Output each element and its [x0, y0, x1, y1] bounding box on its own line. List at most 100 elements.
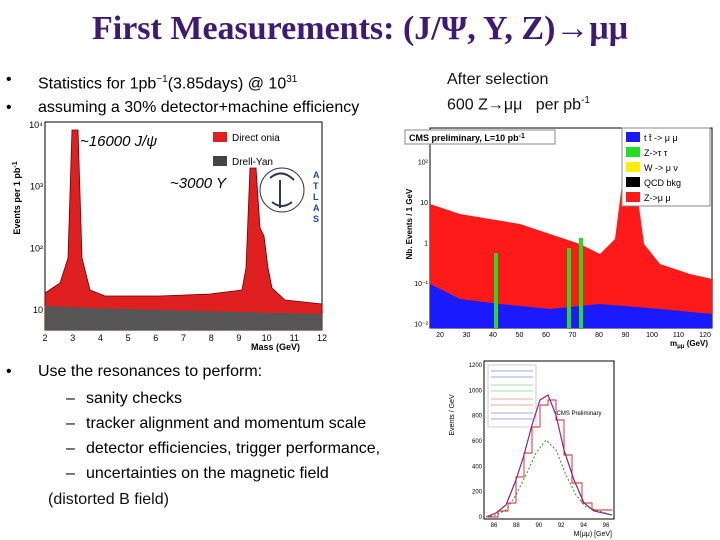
intro-list: Statistics for 1pb−1(3.85days) @ 1031 as…: [0, 68, 359, 120]
x-tick-label: 30: [463, 332, 471, 339]
axis-label: M(μμ) [GeV]: [574, 531, 612, 538]
y-tick-label: 10²: [418, 159, 429, 166]
slide-title: First Measurements: (J/Ψ, Υ, Z)→μμ: [92, 10, 628, 47]
drell-yan-histogram: [45, 306, 322, 330]
logo-letter: T: [313, 181, 319, 191]
x-tick-label: 3: [70, 333, 75, 343]
y-tick-label: 400: [472, 464, 483, 470]
atlas-logo: A T L A S: [259, 167, 320, 224]
x-tick-label: 90: [535, 523, 542, 529]
x-tick-label: 120: [699, 332, 711, 339]
x-tick-label: 7: [181, 333, 186, 343]
axis-label: Nb. Events / 1 GeV: [405, 188, 414, 259]
text: Statistics for 1pb: [38, 75, 157, 93]
x-tick-label: 8: [209, 333, 214, 343]
sup: -1: [581, 95, 590, 106]
y-tick-label: 200: [472, 490, 483, 496]
legend-label: Drell-Yan: [232, 157, 273, 168]
text: (GeV): [684, 339, 708, 348]
sup: -1: [12, 161, 19, 167]
x-tick-label: 60: [542, 332, 550, 339]
sub-list: sanity checks tracker alignment and mome…: [38, 386, 380, 486]
legend-label: W -> μ ν: [644, 163, 678, 173]
x-tick-label: 90: [622, 332, 630, 339]
sub-item: uncertainties on the magnetic field: [66, 461, 380, 486]
x-tick-label: 11: [290, 333, 299, 343]
stats-lines: [491, 370, 533, 420]
sup: −1: [156, 74, 168, 85]
y-tick-label: 800: [472, 414, 483, 420]
sub-item: tracker alignment and momentum scale: [66, 411, 380, 436]
y-tick-label: 10⁻¹: [414, 281, 428, 288]
uses-item: Use the resonances to perform: sanity ch…: [6, 360, 380, 486]
sub-item: sanity checks: [66, 386, 380, 411]
annotation: ~16000 J/ψ: [80, 133, 157, 150]
plot-note: CMS Preliminary: [556, 411, 601, 417]
y-tick-label: 10⁴: [29, 120, 43, 130]
x-tick-label: 80: [595, 332, 603, 339]
text: CMS preliminary, L=10 pb: [409, 133, 519, 143]
y-tick-label: 10: [33, 305, 43, 315]
sub-item: detector efficiencies, trigger performan…: [66, 436, 380, 461]
annotation: ~3000 Υ: [170, 175, 227, 192]
uses-list: Use the resonances to perform: sanity ch…: [0, 360, 380, 486]
legend-swatch: [626, 192, 640, 202]
y-tick-label: 10: [420, 200, 428, 207]
legend-swatch: [213, 132, 227, 142]
x-tick-label: 20: [436, 332, 444, 339]
sup: 31: [286, 74, 298, 85]
legend-label: Z->τ τ: [644, 148, 668, 158]
legend-swatch: [626, 132, 640, 142]
x-tick-label: 100: [646, 332, 658, 339]
x-tick-label: 2: [42, 333, 47, 343]
x-tick-label: 4: [98, 333, 103, 343]
logo-letter: L: [313, 192, 319, 202]
legend-label: QCD bkg: [644, 178, 681, 188]
x-tick-label: 6: [153, 333, 158, 343]
y-tick-label: 1: [424, 240, 428, 247]
y-tick-label: 10²: [30, 243, 43, 253]
text: m: [670, 339, 677, 348]
text: assuming a 30% detector+machine efficien…: [38, 99, 360, 117]
background-histogram: [430, 284, 712, 328]
y-tick-label: 0: [479, 515, 483, 521]
ztautau-spikes: [494, 238, 583, 328]
ticks: 10² 10 1 10⁻¹ 10⁻² 20 30 40 50 60 70 80 90 100 110 120: [414, 159, 711, 339]
x-tick-label: 96: [603, 523, 610, 529]
intro-item: assuming a 30% detector+machine efficien…: [6, 96, 360, 120]
legend-label: Z->μ μ: [644, 193, 671, 203]
legend-label: t t̄ -> μ μ: [644, 133, 678, 143]
plot-header: CMS preliminary, L=10 pb-1: [409, 133, 525, 143]
selection-line: After selection: [447, 71, 549, 88]
x-tick-label: 9: [236, 333, 241, 343]
x-tick-label: 70: [569, 332, 577, 339]
x-tick-label: 50: [516, 332, 524, 339]
stats-box: [487, 364, 537, 428]
onia-plot: Direct onia Drell-Yan ~16000 J/ψ ~3000 Υ…: [12, 120, 327, 352]
axis-label: mμμ (GeV): [670, 339, 708, 349]
text: Use the resonances to perform:: [38, 363, 263, 380]
misaligned-curve: [485, 439, 613, 518]
legend-swatch: [626, 147, 640, 157]
axis-label: Events / GeV: [449, 394, 456, 436]
x-tick-label: 12: [317, 333, 327, 343]
ticks: 10⁴ 10³ 10² 10 2 3 4 5 6 7 8 9 10 11 12: [29, 120, 327, 343]
x-tick-label: 92: [558, 523, 565, 529]
x-tick-label: 5: [126, 333, 131, 343]
y-tick-label: 10³: [30, 182, 43, 192]
logo-letter: A: [313, 203, 320, 213]
x-tick-label: 88: [513, 523, 520, 529]
y-tick-label: 600: [472, 439, 483, 445]
z-plot: CMS preliminary, L=10 pb-1 t t̄ -> μ μ Z-…: [404, 127, 713, 349]
legend-swatch: [626, 162, 640, 172]
sup: -1: [519, 133, 525, 140]
legend-swatch: [213, 156, 227, 166]
legend: t t̄ -> μ μ Z->τ τ W -> μ ν QCD bkg Z->μ μ: [621, 127, 711, 207]
x-tick-label: 40: [489, 332, 497, 339]
legend-swatch: [626, 177, 640, 187]
onia-histogram: [44, 129, 323, 331]
y-tick-label: 1000: [469, 388, 483, 394]
text: Events per 1 pb: [12, 167, 22, 235]
logo-letter: A: [313, 170, 320, 180]
selection-line: 600 Z→μμ per pb-1: [447, 95, 590, 114]
